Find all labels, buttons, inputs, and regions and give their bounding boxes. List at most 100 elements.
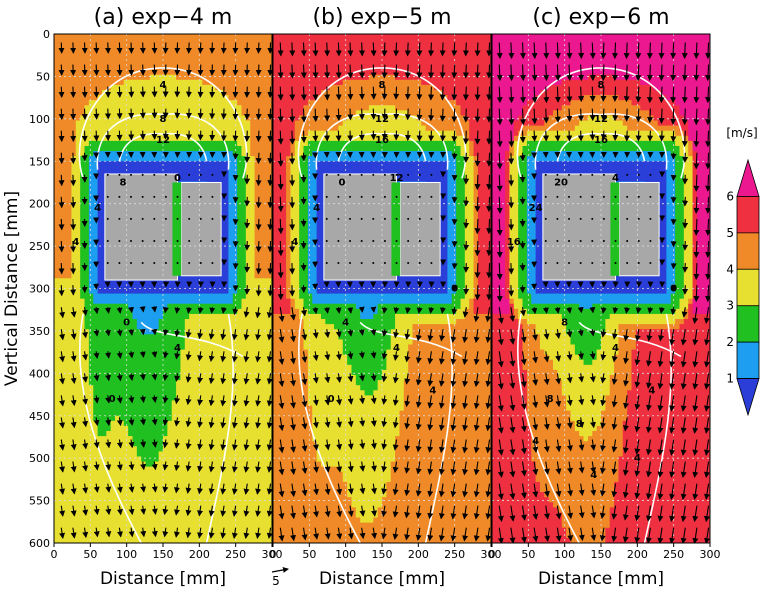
x-tick-label: 300 bbox=[262, 548, 283, 561]
contour-label: 4 bbox=[532, 436, 539, 447]
gap-slot bbox=[172, 182, 182, 276]
speed-field bbox=[273, 34, 491, 543]
x-tick-label: 300 bbox=[481, 548, 502, 561]
contour-label: 4 bbox=[429, 385, 436, 396]
reference-vector: 5 bbox=[271, 566, 289, 588]
contour-label: 16 bbox=[507, 237, 521, 248]
colorbar-tick-label: 2 bbox=[726, 335, 734, 349]
contour-label: 8 bbox=[379, 80, 386, 91]
colorbar-tick-label: 4 bbox=[726, 262, 734, 276]
colorbar-tick-label: 5 bbox=[726, 226, 734, 240]
x-axis-label: Distance [mm] bbox=[100, 569, 226, 589]
gap-slot bbox=[391, 182, 401, 276]
y-tick-label: 200 bbox=[29, 198, 50, 211]
x-tick-label: 300 bbox=[700, 548, 721, 561]
x-tick-label: 200 bbox=[408, 548, 429, 561]
y-tick-label: 100 bbox=[29, 113, 50, 126]
contour-label: 4 bbox=[648, 385, 655, 396]
x-tick-label: 0 bbox=[270, 548, 277, 561]
x-tick-label: 250 bbox=[663, 548, 684, 561]
y-tick-label: 350 bbox=[29, 325, 50, 338]
reference-vector-label: 5 bbox=[272, 574, 280, 588]
colorbar-swatch bbox=[736, 158, 760, 197]
obstacle-block bbox=[104, 173, 179, 281]
contour-label: 4 bbox=[612, 343, 619, 354]
contour-label: 12 bbox=[594, 114, 608, 125]
colorbar-swatch bbox=[736, 341, 760, 379]
contour-label: 16 bbox=[594, 135, 608, 146]
x-tick-label: 50 bbox=[521, 548, 535, 561]
y-axis: 0 50 100 150 200 250 300 350 400 450 500 550 600 Vert… bbox=[2, 28, 50, 550]
speed-field bbox=[492, 34, 710, 543]
colorbar-tick-label: 6 bbox=[726, 189, 734, 203]
colorbar-tick-label: 1 bbox=[726, 372, 734, 386]
y-tick-label: 400 bbox=[29, 367, 50, 380]
contour-label: 4 bbox=[291, 237, 298, 248]
x-tick-label: 250 bbox=[444, 548, 465, 561]
colorbar: 1 2 3 4 5 6 [m/s] bbox=[726, 126, 760, 417]
obstacle-block bbox=[542, 173, 617, 281]
panel-title: (c) exp−6 m bbox=[532, 5, 669, 30]
velocity-vectors bbox=[58, 42, 272, 540]
panel-title: (b) exp−5 m bbox=[312, 5, 451, 30]
colorbar-swatch bbox=[736, 305, 760, 343]
colorbar-tick-label: 3 bbox=[726, 299, 734, 313]
contour-label: 8 bbox=[120, 177, 127, 188]
contour-label: 0 bbox=[451, 284, 458, 295]
y-tick-label: 50 bbox=[36, 70, 50, 83]
x-tick-label: 100 bbox=[116, 548, 137, 561]
x-tick-label: 50 bbox=[83, 548, 97, 561]
y-tick-label: 0 bbox=[43, 28, 50, 41]
colorbar-unit: [m/s] bbox=[726, 126, 757, 140]
panel-title: (a) exp−4 m bbox=[94, 5, 233, 30]
obstacle-block bbox=[180, 181, 222, 277]
gap-slot bbox=[610, 182, 620, 276]
velocity-vectors bbox=[277, 42, 491, 542]
contour-label: 8 bbox=[160, 114, 167, 125]
contour-label: 0 bbox=[174, 173, 181, 184]
contour-label: 12 bbox=[390, 173, 404, 184]
velocity-vectors bbox=[496, 42, 710, 543]
contour-label: 8 bbox=[547, 394, 554, 405]
contour-label: 0 bbox=[123, 317, 130, 328]
y-axis-label: Vertical Distance [mm] bbox=[2, 191, 22, 386]
y-tick-label: 600 bbox=[29, 537, 50, 550]
contour-label: 4 bbox=[72, 237, 79, 248]
contour-label: 4 bbox=[160, 80, 167, 91]
y-tick-label: 500 bbox=[29, 452, 50, 465]
contour-label: 8 bbox=[576, 419, 583, 430]
obstacle-block bbox=[323, 173, 398, 281]
contour-label: 8 bbox=[598, 80, 605, 91]
y-tick-label: 300 bbox=[29, 283, 50, 296]
contour-label: 4 bbox=[313, 203, 320, 214]
contour-label: 4 bbox=[612, 173, 619, 184]
contour-label: 12 bbox=[375, 114, 389, 125]
x-axis-label: Distance [mm] bbox=[319, 569, 445, 589]
y-tick-label: 550 bbox=[29, 495, 50, 508]
x-tick-label: 200 bbox=[627, 548, 648, 561]
y-tick-label: 150 bbox=[29, 155, 50, 168]
y-tick-label: 250 bbox=[29, 240, 50, 253]
contour-label: 0 bbox=[670, 284, 677, 295]
colorbar-swatch bbox=[736, 232, 760, 270]
y-tick-label: 450 bbox=[29, 410, 50, 423]
x-tick-label: 250 bbox=[225, 548, 246, 561]
contour-label: 4 bbox=[94, 203, 101, 214]
x-tick-label: 200 bbox=[189, 548, 210, 561]
colorbar-swatch bbox=[736, 378, 760, 417]
contour-label: 4 bbox=[634, 453, 641, 464]
x-tick-label: 150 bbox=[591, 548, 612, 561]
panel-3: 8 12 16 20 24 4 16 8 4 8 4 0 8 4 4 4 0 50 100 150 200 250 300 (… bbox=[489, 5, 721, 589]
x-tick-label: 150 bbox=[372, 548, 393, 561]
x-axis-label: Distance [mm] bbox=[538, 569, 664, 589]
contour-label: 12 bbox=[156, 135, 170, 146]
contour-label: 24 bbox=[529, 203, 543, 214]
speed-field bbox=[54, 34, 272, 543]
x-tick-label: 100 bbox=[335, 548, 356, 561]
contour-label: 8 bbox=[561, 317, 568, 328]
contour-label: 4 bbox=[590, 470, 597, 481]
contour-label: 20 bbox=[554, 177, 568, 188]
